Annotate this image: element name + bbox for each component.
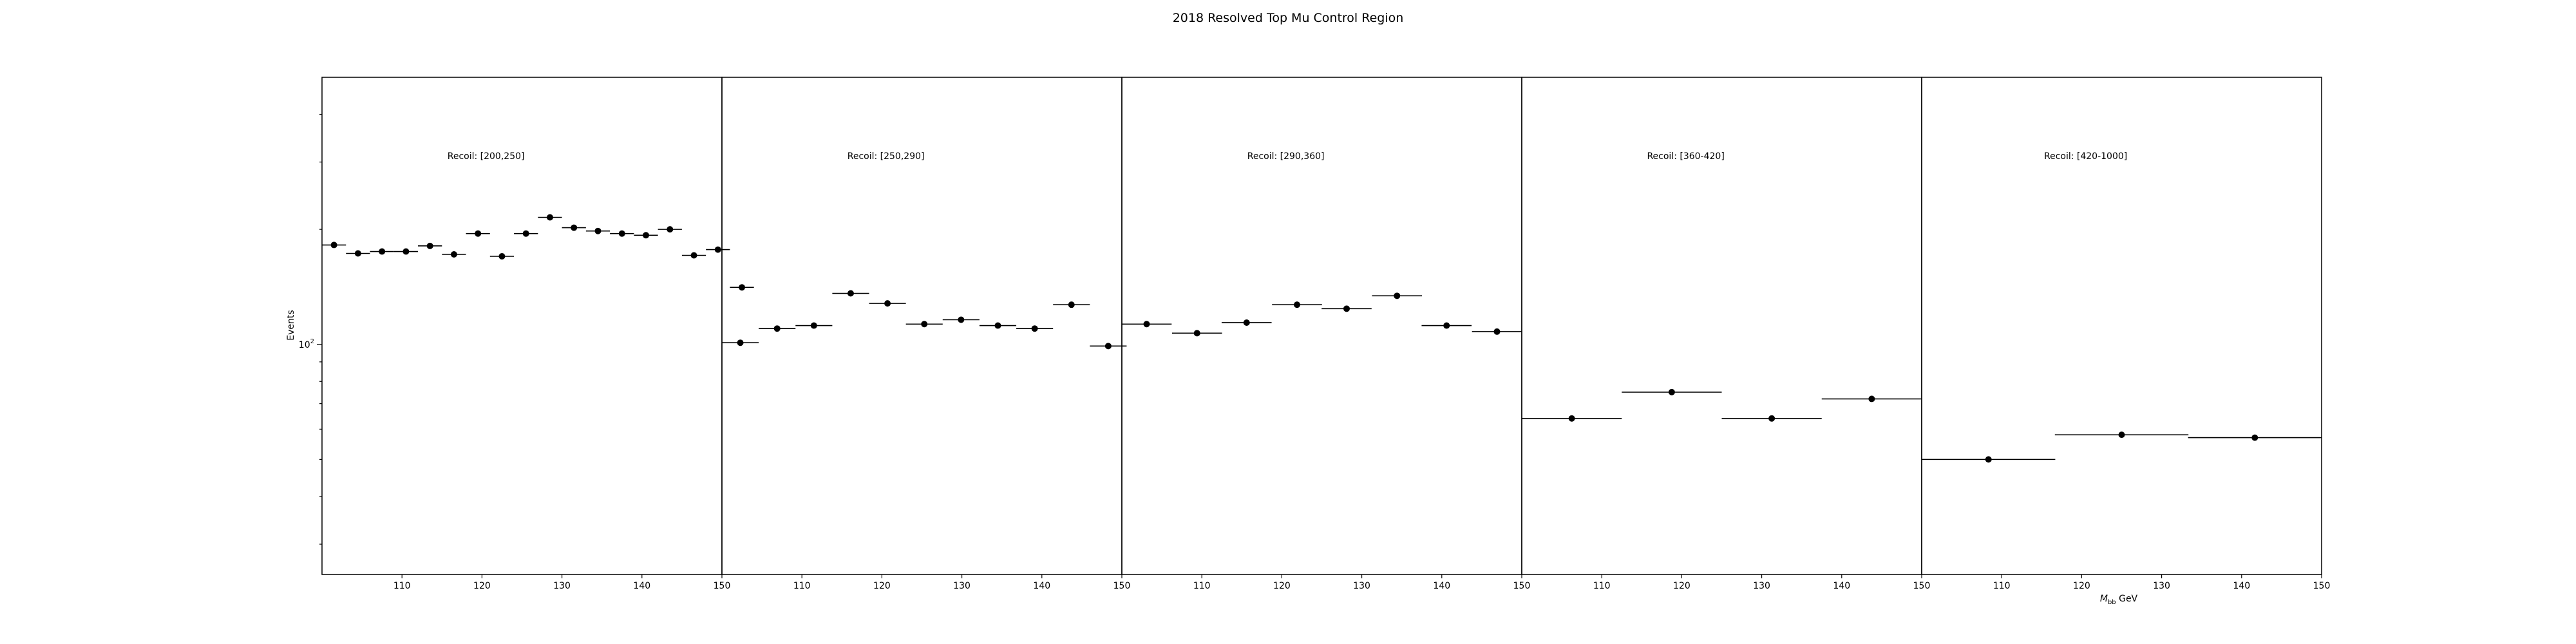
x-tick-label: 130 [1353,581,1370,591]
data-point [737,339,744,346]
data-point [1068,301,1075,308]
panel-3: Recoil: [290,360] 110 120 130 140 150 [1121,77,1531,591]
data-point [571,224,578,231]
data-point [773,325,781,332]
data-point [330,242,337,249]
data-point [475,230,482,237]
data-point [402,248,410,255]
data-point [847,290,854,297]
x-tick-label: 130 [2153,581,2170,591]
data-point [594,227,601,234]
data-point [1031,325,1038,332]
x-tick-label: 110 [793,581,811,591]
x-axis-label-main: M [2100,594,2108,604]
panel-label: Recoil: [360-420] [1647,151,1724,162]
data-point [426,242,433,249]
data-point [739,284,746,291]
data-point [379,248,386,255]
x-tick-label: 120 [473,581,491,591]
x-tick-label: 110 [1993,581,2011,591]
x-tick-label: 140 [1433,581,1450,591]
data-point [1768,415,1776,422]
x-tick-label: 130 [953,581,971,591]
data-point [1343,305,1350,312]
x-tick-label: 150 [714,581,731,591]
x-tick-label: 120 [873,581,891,591]
x-tick-label: 130 [553,581,571,591]
data-point [498,253,506,260]
x-tick-label: 140 [1033,581,1050,591]
x-tick-label: 130 [1753,581,1770,591]
data-point [643,232,650,239]
x-tick-label: 120 [2073,581,2090,591]
data-point [2118,431,2125,439]
x-tick-label: 150 [1513,581,1531,591]
data-point [690,252,697,259]
data-point [810,322,817,329]
data-point [1143,321,1150,328]
x-tick-label: 150 [1113,581,1131,591]
y-tick-label-exponent: 2 [310,338,314,345]
panel-1: Recoil: [200,250] 110 120 130 140 150 102 [299,77,754,591]
x-tick-label: 110 [1193,581,1211,591]
y-tick-label: 102 [299,338,314,350]
panel-label: Recoil: [200,250] [448,151,525,162]
chart-title: 2018 Resolved Top Mu Control Region [1173,11,1404,25]
y-axis-label: Events [286,310,296,340]
x-tick-label: 110 [393,581,411,591]
data-point [1104,343,1112,350]
data-point [1293,301,1300,308]
panel-label: Recoil: [290,360] [1247,151,1325,162]
x-tick-label: 150 [1913,581,1931,591]
panels: Recoil: [200,250]110 120 130 140 150102Recoi… [299,77,2331,591]
x-axis-label: Mbb GeV [2100,594,2138,606]
data-point [958,316,965,323]
data-point [714,246,721,253]
data-point [2251,434,2259,441]
data-point [618,230,625,237]
x-tick-label: 110 [1593,581,1611,591]
data-point [921,321,928,328]
panel-2: Recoil: [250,290] 110 120 130 140 150 [721,77,1131,591]
panel-4: Recoil: [360-420] 110 120 130 140 150 [1521,77,1931,591]
panel-label: Recoil: [250,290] [848,151,925,162]
data-point [1985,456,1992,463]
x-tick-label: 140 [633,581,650,591]
data-point [1668,388,1675,395]
data-point [1243,319,1250,326]
x-tick-label: 150 [2313,581,2331,591]
data-point [546,214,553,221]
data-point [667,226,674,233]
y-tick-label-base: 10 [299,340,310,350]
x-tick-label: 120 [1673,581,1690,591]
data-point [1568,415,1575,422]
panel-5: Recoil: [420-1000] 110 120 130 140 150 [1921,77,2331,591]
data-point [994,322,1001,329]
x-tick-label: 120 [1273,581,1291,591]
x-axis-label-unit: GeV [2116,594,2138,604]
data-point [1493,328,1501,335]
data-point [1394,292,1401,299]
data-point [884,300,891,307]
x-axis-label-sub: bb [2108,599,2116,606]
panel-frame [1921,77,2322,575]
data-point [354,250,361,257]
x-tick-label: 140 [1833,581,1850,591]
data-point [1868,395,1875,402]
data-point [1193,330,1200,337]
data-point [450,251,457,258]
data-point [522,230,529,237]
x-tick-label: 140 [2233,581,2250,591]
panel-label: Recoil: [420-1000] [2044,151,2127,162]
data-point [1443,322,1450,329]
